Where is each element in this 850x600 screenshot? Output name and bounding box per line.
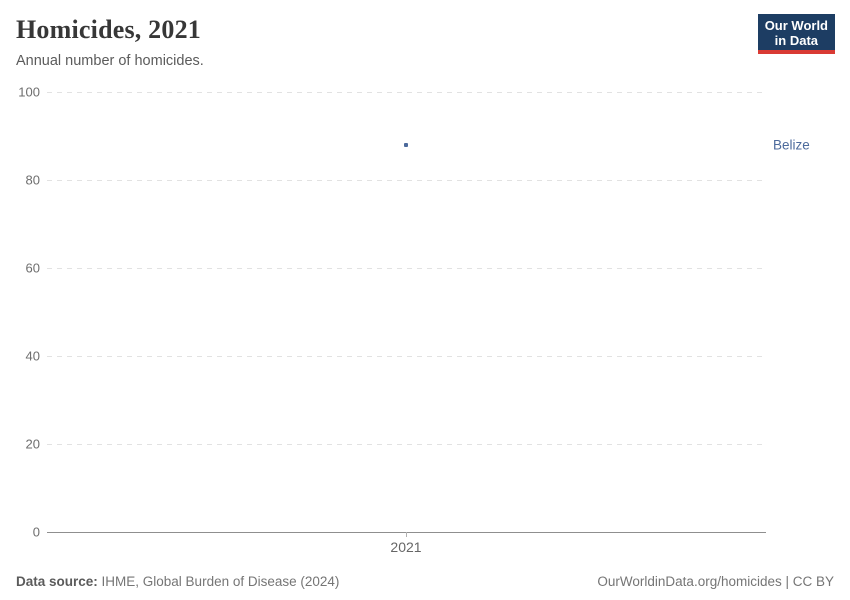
x-axis-tick-mark <box>406 532 407 537</box>
y-axis-tick-label: 60 <box>25 260 40 276</box>
y-axis-tick-label: 40 <box>25 348 40 364</box>
y-axis-tick-label: 80 <box>25 172 40 188</box>
x-axis-tick-label: 2021 <box>390 539 422 555</box>
owid-logo-line2: in Data <box>774 33 819 48</box>
gridline-rule <box>47 356 766 357</box>
chart-footer: Data source: IHME, Global Burden of Dise… <box>16 574 834 589</box>
gridline-rule <box>47 92 766 93</box>
y-axis-tick-label: 100 <box>18 84 40 100</box>
owid-logo[interactable]: Our World in Data <box>757 14 835 54</box>
entity-label-belize[interactable]: Belize <box>773 137 810 153</box>
page-title: Homicides, 2021 <box>16 15 201 44</box>
gridline-rule <box>47 444 766 445</box>
data-source-label: Data source: <box>16 574 98 589</box>
data-point-belize[interactable] <box>404 142 408 147</box>
data-source: Data source: IHME, Global Burden of Dise… <box>16 574 339 589</box>
y-axis-tick-label: 20 <box>25 436 40 452</box>
data-source-text: IHME, Global Burden of Disease (2024) <box>97 574 340 589</box>
gridline-rule <box>47 180 766 181</box>
footer-link[interactable]: OurWorldinData.org/homicides | CC BY <box>597 574 834 589</box>
y-axis-tick-label: 0 <box>32 524 40 540</box>
owid-logo-line1: Our World <box>764 18 828 33</box>
gridline-rule <box>47 268 766 269</box>
chart-plot-area: 100 80 60 40 20 0 2021 Belize <box>0 85 850 556</box>
chart-subtitle: Annual number of homicides. <box>16 53 204 69</box>
